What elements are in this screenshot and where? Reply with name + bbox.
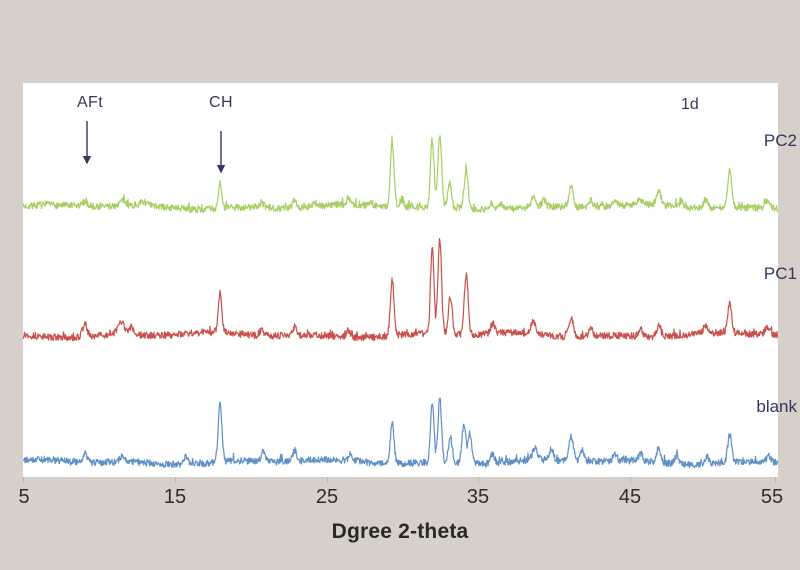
x-tick-mark (327, 477, 328, 483)
x-axis-title: Dgree 2-theta (331, 520, 469, 543)
trace-pc1 (23, 238, 778, 342)
x-tick-label-55: 55 (760, 486, 784, 508)
x-tick-label-35: 35 (466, 486, 490, 508)
aft-peak-label: AFt (76, 94, 104, 111)
series-label-blank: blank (756, 397, 797, 416)
series-label-pc1: PC1 (763, 264, 797, 283)
age-label: 1d (681, 96, 699, 113)
x-tick-label-45: 45 (618, 486, 642, 508)
x-tick-label-25: 25 (315, 486, 339, 508)
xrd-traces (23, 135, 778, 469)
annotation-arrows (82, 121, 226, 174)
trace-blank (23, 397, 778, 469)
x-tick-mark (175, 477, 176, 483)
x-tick-mark (630, 477, 631, 483)
trace-pc2 (23, 135, 778, 214)
ch-peak-label: CH (209, 94, 233, 111)
x-tick-mark (775, 477, 776, 483)
x-tick-mark (23, 477, 24, 483)
x-tick-label-5: 5 (18, 486, 30, 508)
x-tick-label-15: 15 (163, 486, 187, 508)
plot-area: AFt CH 1d PC2 PC1 blank (23, 83, 797, 477)
x-tick-mark (478, 477, 479, 483)
series-label-pc2: PC2 (763, 131, 797, 150)
